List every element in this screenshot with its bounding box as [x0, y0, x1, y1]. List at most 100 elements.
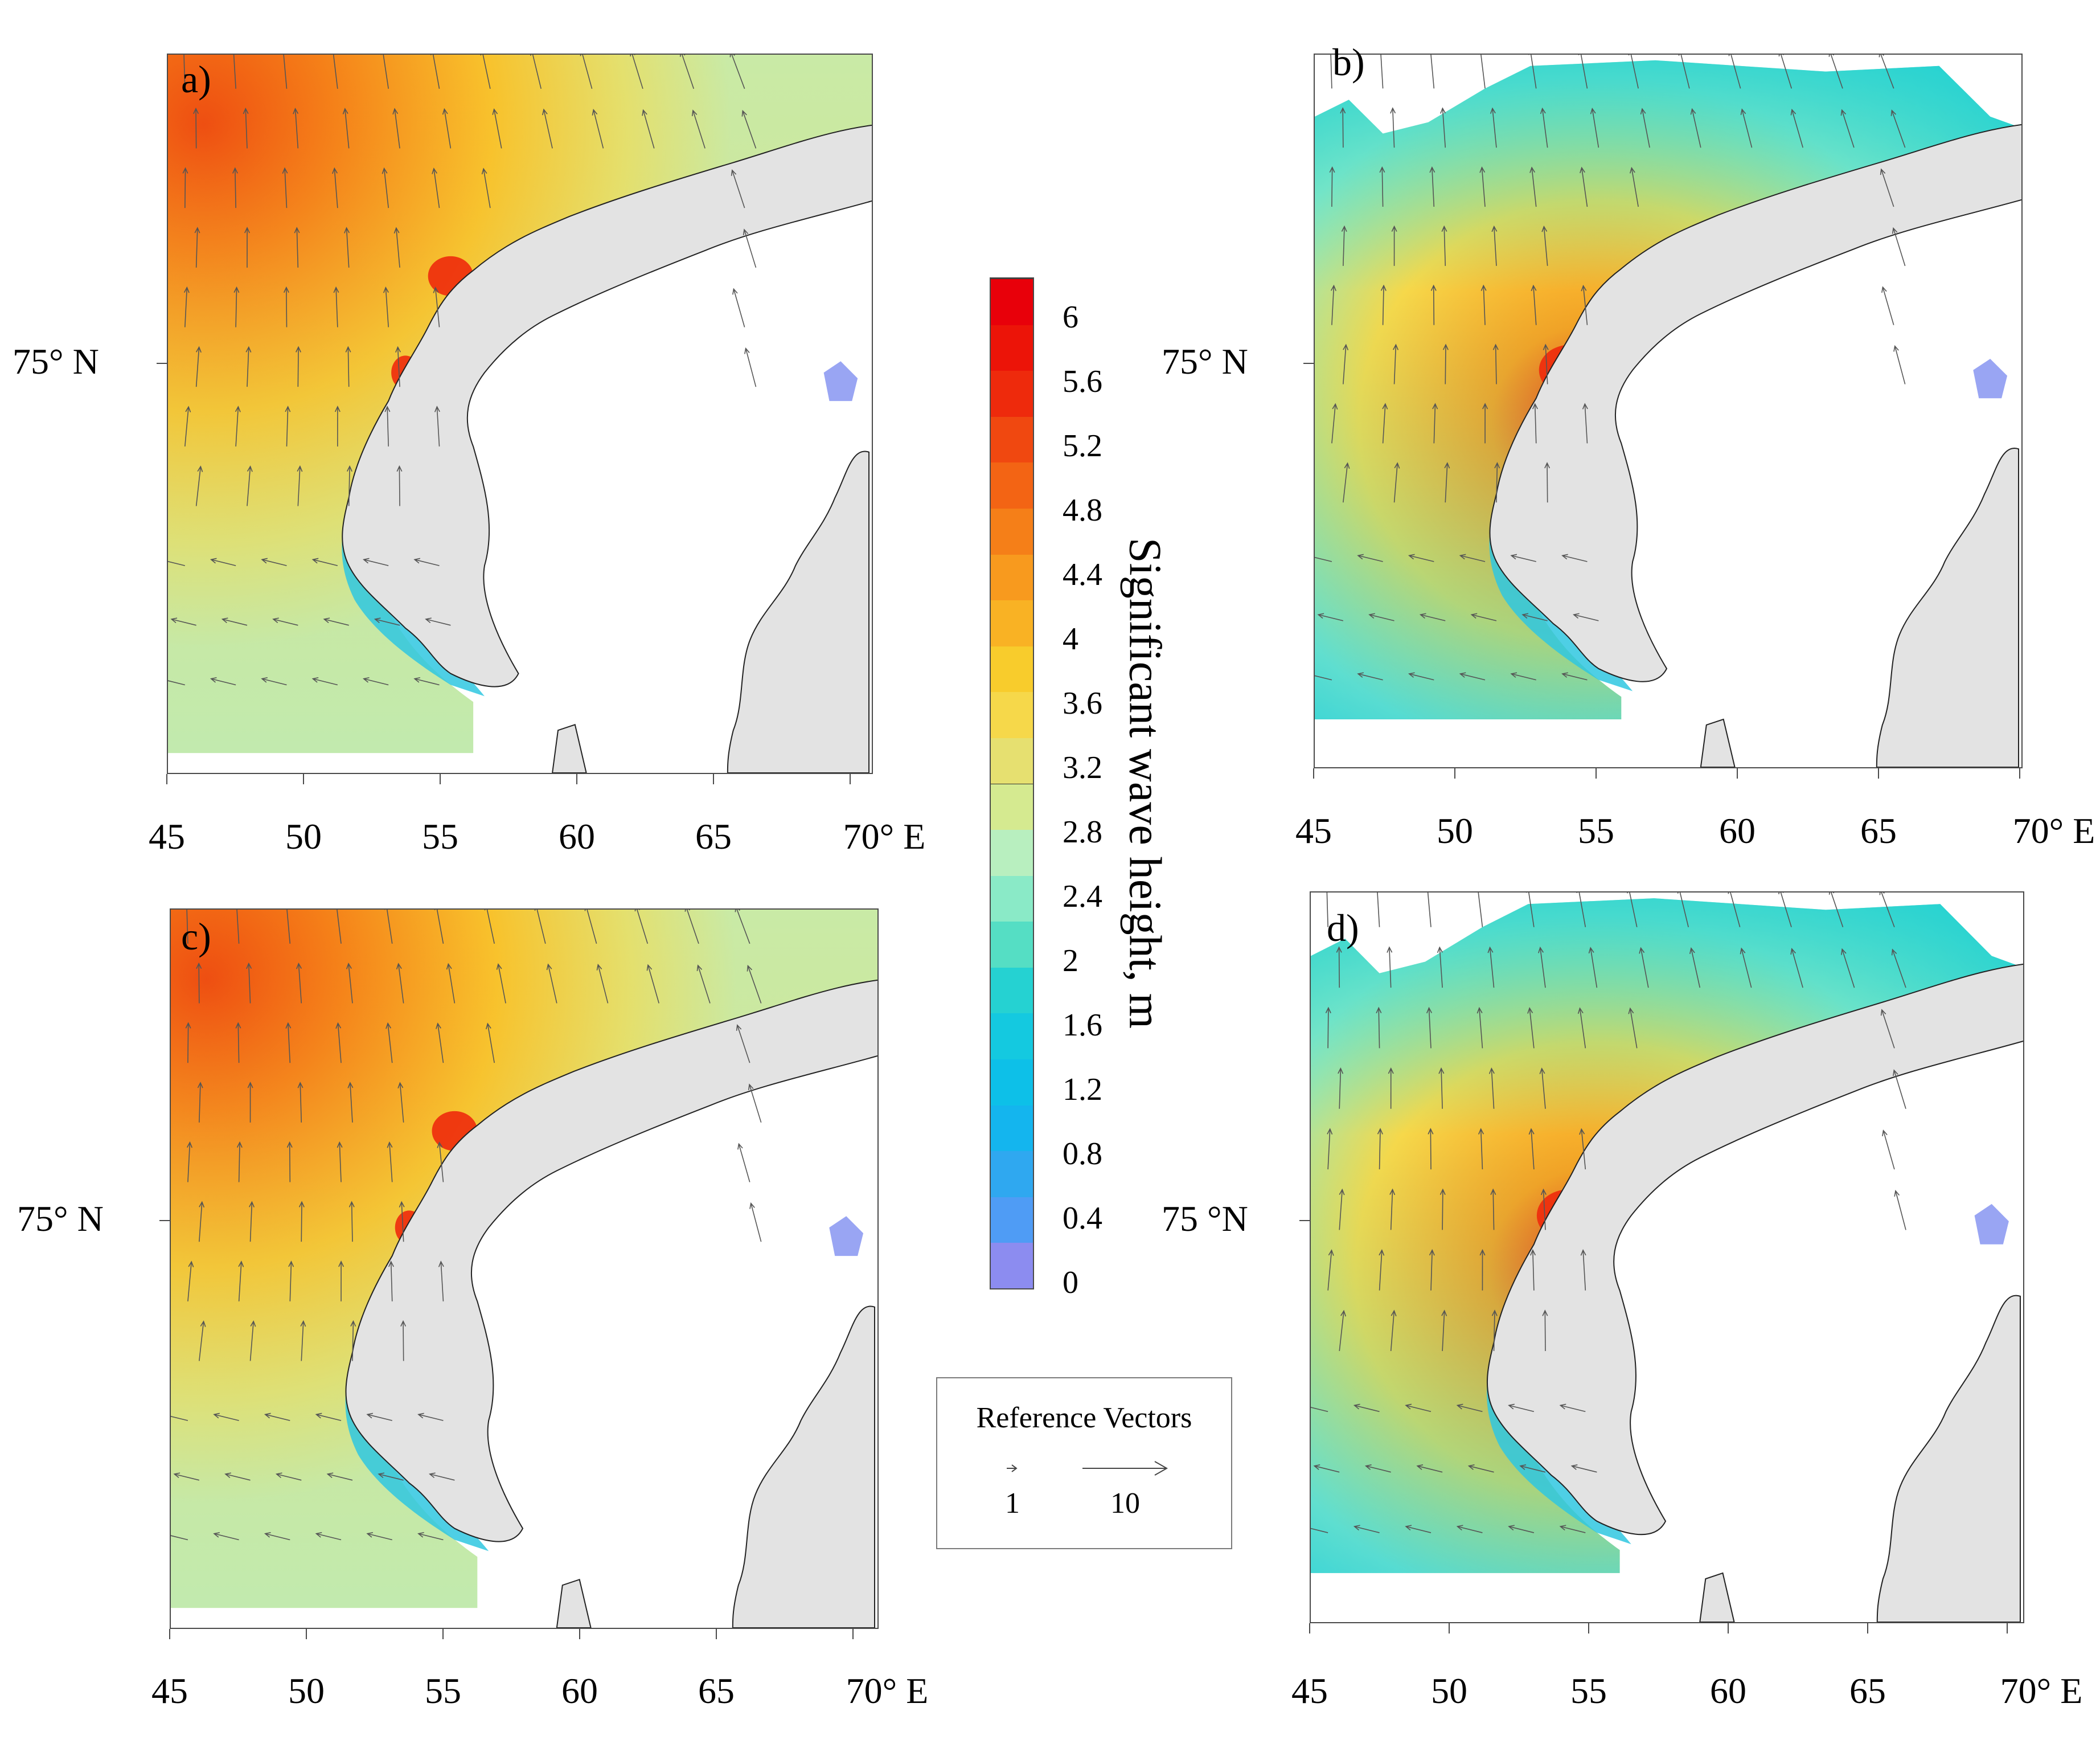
wind-arrow-head — [384, 406, 391, 412]
colorbar-segment — [991, 324, 1033, 371]
wind-arrow-head — [1490, 1188, 1496, 1196]
wind-arrow-head — [1530, 1248, 1536, 1256]
wind-arrow-head — [1313, 1464, 1320, 1470]
wind-arrow — [438, 1142, 444, 1182]
wind-arrow-head — [1480, 284, 1487, 291]
wind-arrow-head — [1394, 462, 1400, 469]
wind-arrow-head — [1368, 613, 1375, 619]
wind-arrow-head — [297, 465, 303, 472]
wind-arrow-head — [342, 108, 348, 114]
map-frame-d — [1310, 891, 2024, 1623]
colorbar-label: 2.8 — [1063, 814, 1102, 850]
wind-arrow — [425, 619, 451, 626]
wind-arrow — [396, 228, 400, 268]
lon-tick — [306, 1629, 307, 1639]
wind-arrow-head — [1640, 108, 1646, 114]
wind-arrow — [385, 287, 389, 327]
wind-arrow-head — [1590, 107, 1596, 114]
colorbar-segment — [991, 645, 1033, 693]
wind-arrow — [1483, 285, 1486, 325]
colorbar-label: 4.8 — [1063, 493, 1102, 528]
wind-arrow — [333, 55, 338, 89]
lat-label-a: 75° N — [13, 341, 99, 382]
wind-arrow-head — [300, 1320, 306, 1327]
lon-tick-label: 50 — [1437, 810, 1473, 851]
wind-arrow — [286, 910, 291, 944]
colorbar-segment — [991, 554, 1033, 601]
wind-arrow-head — [1559, 1403, 1566, 1410]
wind-arrow-head — [1510, 554, 1517, 560]
colorbar-segment — [991, 1013, 1033, 1060]
wind-arrow-head — [496, 963, 502, 970]
lon-tick-label: 55 — [1570, 1671, 1607, 1711]
wind-arrow — [1882, 286, 1894, 325]
lon-tick-label: 65 — [1849, 1671, 1886, 1711]
wind-arrow-head — [298, 1201, 305, 1207]
wind-arrow-head — [323, 617, 330, 624]
wind-arrow-head — [737, 1143, 743, 1150]
wind-arrow — [363, 559, 389, 566]
wind-arrow-head — [196, 962, 202, 969]
wind-arrow — [335, 287, 338, 327]
wind-arrow — [298, 963, 302, 1004]
colorbar-segment — [991, 737, 1033, 784]
wind-arrow — [1893, 1070, 1906, 1109]
wind-arrow-head — [188, 1260, 194, 1267]
lon-tick-label: 55 — [425, 1671, 461, 1711]
wind-arrow — [1442, 1189, 1443, 1230]
wind-arrow — [1326, 892, 1328, 927]
wind-arrow-head — [1467, 1464, 1475, 1470]
wind-arrow-head — [1510, 672, 1517, 678]
map-frame-c — [170, 908, 879, 1629]
wind-arrow-head — [344, 227, 350, 234]
wind-arrow — [195, 228, 198, 268]
wind-arrow — [248, 963, 251, 1004]
lon-tick — [2007, 1623, 2008, 1633]
wind-arrow-head — [173, 1472, 181, 1479]
wind-arrow — [1343, 345, 1347, 384]
lon-tick — [303, 774, 304, 784]
wind-arrow-head — [378, 1472, 385, 1479]
wind-arrow — [1679, 892, 1689, 927]
wind-arrow — [348, 466, 350, 506]
wind-arrow-head — [285, 1022, 292, 1029]
wind-arrow — [211, 559, 236, 566]
colorbar-segment — [991, 600, 1033, 646]
wind-arrow-head — [382, 167, 388, 174]
wind-arrow — [1881, 1009, 1895, 1049]
wind-arrow — [1390, 1311, 1395, 1352]
wind-arrow — [344, 108, 350, 149]
wind-arrow — [1590, 947, 1598, 988]
island-land — [1699, 1572, 1735, 1622]
wind-arrow — [1311, 1528, 1328, 1533]
wind-arrow-head — [691, 109, 698, 116]
wind-arrow — [1390, 1189, 1393, 1230]
mainland-land — [1876, 1295, 2021, 1622]
wind-arrow-head — [1488, 1067, 1495, 1074]
wind-arrow-head — [396, 465, 403, 472]
wind-arrow — [1439, 947, 1443, 988]
lon-tick-label: 45 — [1295, 810, 1332, 851]
wind-arrow-head — [275, 1472, 282, 1479]
wind-arrow-head — [210, 677, 217, 683]
lon-tick-label: 55 — [422, 816, 458, 857]
wind-arrow — [222, 619, 248, 626]
ref-value-1: 1 — [1005, 1487, 1020, 1520]
wind-vectors — [1311, 892, 1906, 1533]
wind-arrow-head — [492, 108, 498, 115]
wind-arrow — [1460, 673, 1486, 681]
reference-arrows — [1007, 1461, 1168, 1476]
wind-arrow-head — [338, 1260, 344, 1267]
wind-arrow-head — [485, 1022, 491, 1030]
wind-arrow-head — [1456, 1403, 1463, 1410]
wind-arrow — [1492, 1189, 1495, 1230]
wind-arrow — [1541, 108, 1548, 148]
wind-arrow — [1880, 55, 1894, 89]
wind-vectors — [1315, 55, 1906, 681]
wind-arrow — [487, 1023, 495, 1063]
wind-arrow — [1457, 1526, 1483, 1533]
panel-label-d: d) — [1327, 906, 1359, 949]
wind-arrow — [597, 964, 609, 1004]
lon-tick-label: 60 — [559, 816, 595, 857]
wind-arrow-head — [1529, 166, 1536, 173]
